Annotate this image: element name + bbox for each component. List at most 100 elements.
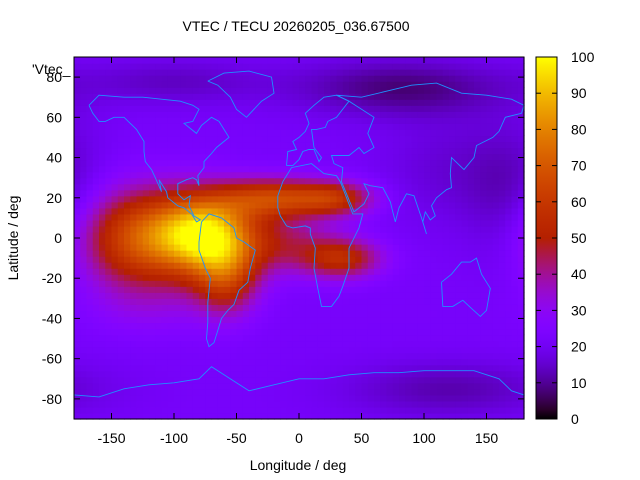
heatmap-cell: [236, 201, 244, 209]
heatmap-cell: [255, 81, 263, 88]
heatmap-cell: [374, 364, 381, 372]
heatmap-cell: [492, 304, 500, 311]
heatmap-cell: [517, 93, 525, 100]
heatmap-cell: [74, 183, 81, 191]
heatmap-cell: [474, 129, 481, 137]
heatmap-cell: [92, 153, 100, 161]
heatmap-cell: [486, 274, 494, 281]
heatmap-cell: [486, 123, 494, 130]
heatmap-cell: [274, 256, 281, 263]
heatmap-cell: [355, 171, 363, 179]
heatmap-cell: [286, 280, 294, 287]
heatmap-cell: [411, 244, 419, 251]
heatmap-cell: [205, 129, 213, 137]
heatmap-cell: [192, 304, 200, 311]
heatmap-cell: [142, 111, 150, 118]
heatmap-cell: [167, 183, 175, 191]
heatmap-cell: [392, 69, 400, 76]
heatmap-cell: [392, 316, 400, 324]
heatmap-cell: [142, 129, 150, 137]
heatmap-cell: [517, 159, 525, 167]
heatmap-cell: [255, 322, 263, 330]
heatmap-cell: [124, 268, 131, 275]
heatmap-cell: [380, 280, 388, 287]
heatmap-cell: [211, 274, 219, 281]
heatmap-cell: [342, 123, 350, 130]
heatmap-cell: [367, 213, 375, 221]
heatmap-cell: [255, 171, 263, 179]
heatmap-cell: [324, 165, 331, 173]
heatmap-cell: [386, 195, 394, 203]
heatmap-cell: [349, 376, 356, 384]
heatmap-cell: [367, 298, 375, 305]
heatmap-cell: [205, 63, 213, 70]
heatmap-cell: [280, 81, 288, 88]
heatmap-cell: [117, 99, 125, 106]
heatmap-cell: [92, 201, 100, 209]
heatmap-cell: [161, 111, 169, 118]
heatmap-cell: [161, 231, 169, 239]
heatmap-cell: [155, 310, 163, 318]
heatmap-cell: [436, 268, 444, 275]
heatmap-cell: [430, 388, 438, 396]
heatmap-cell: [211, 304, 219, 311]
heatmap-cell: [467, 256, 475, 263]
heatmap-cell: [449, 298, 456, 305]
heatmap-cell: [480, 63, 488, 70]
heatmap-cell: [349, 147, 356, 155]
heatmap-cell: [236, 328, 244, 336]
heatmap-cell: [411, 310, 419, 318]
heatmap-cell: [280, 171, 288, 179]
heatmap-cell: [442, 135, 450, 143]
heatmap-cell: [511, 286, 519, 293]
heatmap-cell: [424, 57, 431, 64]
heatmap-cell: [99, 382, 106, 390]
heatmap-cell: [230, 231, 238, 239]
heatmap-cell: [361, 292, 369, 299]
heatmap-cell: [142, 370, 150, 378]
heatmap-cell: [105, 225, 113, 233]
heatmap-cell: [424, 135, 431, 143]
heatmap-cell: [511, 322, 519, 330]
heatmap-cell: [211, 328, 219, 336]
heatmap-cell: [374, 328, 381, 336]
heatmap-cell: [111, 292, 119, 299]
heatmap-cell: [367, 231, 375, 239]
heatmap-cell: [217, 111, 225, 118]
heatmap-cell: [305, 57, 313, 64]
heatmap-cell: [361, 147, 369, 155]
heatmap-cell: [311, 280, 319, 287]
heatmap-cell: [286, 171, 294, 179]
heatmap-cell: [430, 412, 438, 420]
heatmap-cell: [249, 183, 256, 191]
heatmap-cell: [374, 310, 381, 318]
heatmap-cell: [192, 238, 200, 245]
heatmap-cell: [124, 231, 131, 239]
heatmap-cell: [92, 250, 100, 257]
heatmap-cell: [86, 286, 94, 293]
heatmap-cell: [261, 346, 269, 354]
heatmap-cell: [305, 189, 313, 197]
heatmap-cell: [424, 159, 431, 167]
heatmap-cell: [74, 57, 81, 64]
heatmap-cell: [305, 304, 313, 311]
heatmap-cell: [236, 274, 244, 281]
heatmap-cell: [199, 183, 206, 191]
heatmap-cell: [249, 153, 256, 161]
heatmap-cell: [86, 352, 94, 360]
heatmap-cell: [111, 99, 119, 106]
heatmap-cell: [230, 262, 238, 269]
heatmap-cell: [505, 316, 513, 324]
heatmap-cell: [505, 292, 513, 299]
heatmap-cell: [261, 231, 269, 239]
heatmap-cell: [292, 213, 300, 221]
heatmap-cell: [436, 213, 444, 221]
heatmap-cell: [192, 123, 200, 130]
heatmap-cell: [342, 352, 350, 360]
heatmap-cell: [430, 123, 438, 130]
heatmap-cell: [405, 57, 413, 64]
heatmap-cell: [374, 177, 381, 185]
heatmap-cell: [174, 165, 181, 173]
heatmap-cell: [480, 316, 488, 324]
heatmap-cell: [455, 274, 463, 281]
